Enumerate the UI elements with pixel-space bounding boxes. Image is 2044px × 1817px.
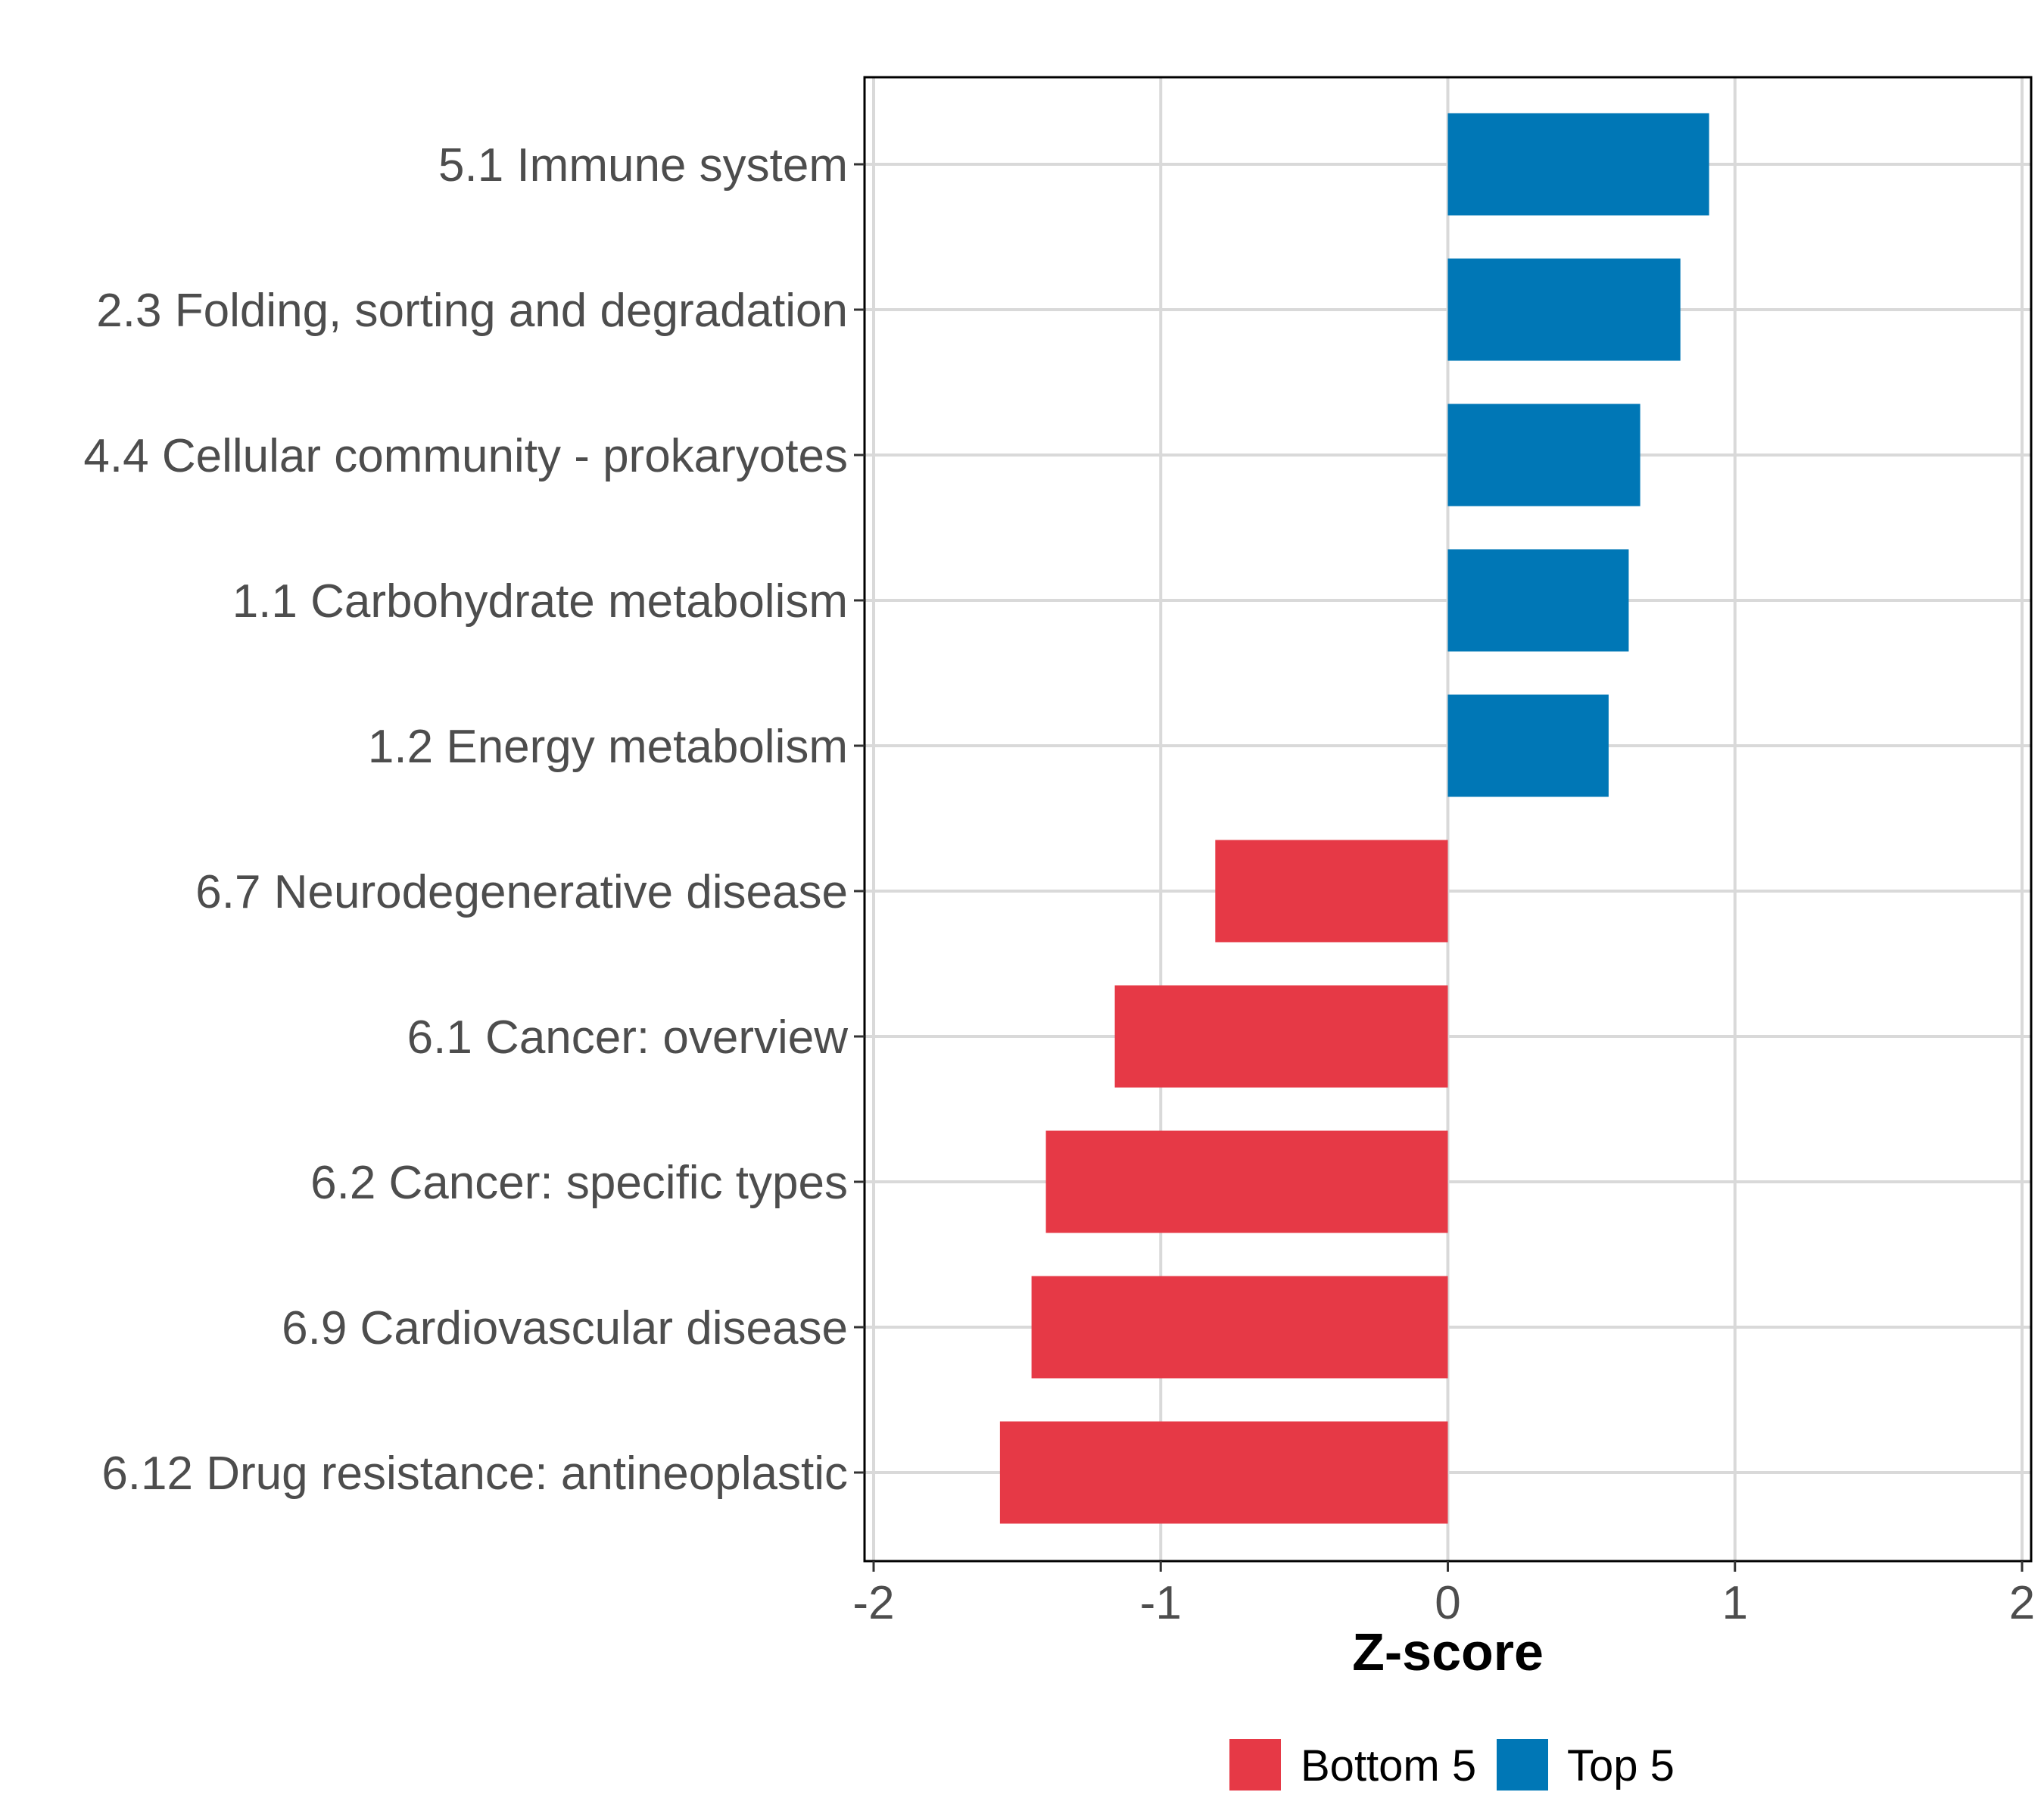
- y-tick-label: 6.7 Neurodegenerative disease: [195, 866, 848, 918]
- x-tick-label: 0: [1435, 1577, 1460, 1629]
- y-tick-label: 1.2 Energy metabolism: [368, 721, 848, 773]
- y-tick-label: 5.1 Immune system: [438, 139, 848, 192]
- bar-bottom5: [1031, 1276, 1448, 1379]
- y-tick-label: 2.3 Folding, sorting and degradation: [96, 285, 848, 337]
- bar-top5: [1447, 549, 1629, 652]
- y-tick-label: 6.1 Cancer: overview: [407, 1011, 849, 1064]
- legend-key-bottom5: [1229, 1739, 1281, 1791]
- y-tick-label: 6.12 Drug resistance: antineoplastic: [101, 1448, 848, 1500]
- bar-top5: [1447, 113, 1709, 216]
- legend: Bottom 5 Top 5: [1229, 1739, 1675, 1791]
- legend-label-top5: Top 5: [1567, 1741, 1675, 1791]
- x-axis-ticks: -2 -1 0 1 2: [852, 1561, 2035, 1629]
- x-tick-label: -1: [1140, 1577, 1182, 1629]
- bar-bottom5: [1114, 985, 1448, 1088]
- bar-top5: [1447, 258, 1681, 361]
- x-tick-label: 2: [2009, 1577, 2035, 1629]
- bar-bottom5: [999, 1421, 1448, 1524]
- x-axis-title: Z-score: [1352, 1622, 1544, 1681]
- x-tick-label: -2: [852, 1577, 894, 1629]
- y-tick-label: 6.9 Cardiovascular disease: [282, 1302, 848, 1354]
- bar-bottom5: [1045, 1130, 1448, 1233]
- bars: [999, 113, 1709, 1524]
- y-tick-label: 4.4 Cellular community - prokaryotes: [83, 430, 848, 482]
- bar-bottom5: [1215, 840, 1448, 943]
- bar-top5: [1447, 694, 1609, 797]
- legend-label-bottom5: Bottom 5: [1301, 1741, 1476, 1791]
- x-tick-label: 1: [1722, 1577, 1748, 1629]
- bar-top5: [1447, 404, 1640, 506]
- y-tick-label: 6.2 Cancer: specific types: [310, 1157, 848, 1209]
- y-axis-ticks: 5.1 Immune system 2.3 Folding, sorting an…: [83, 139, 865, 1500]
- legend-key-top5: [1497, 1739, 1548, 1791]
- y-tick-label: 1.1 Carbohydrate metabolism: [232, 575, 848, 628]
